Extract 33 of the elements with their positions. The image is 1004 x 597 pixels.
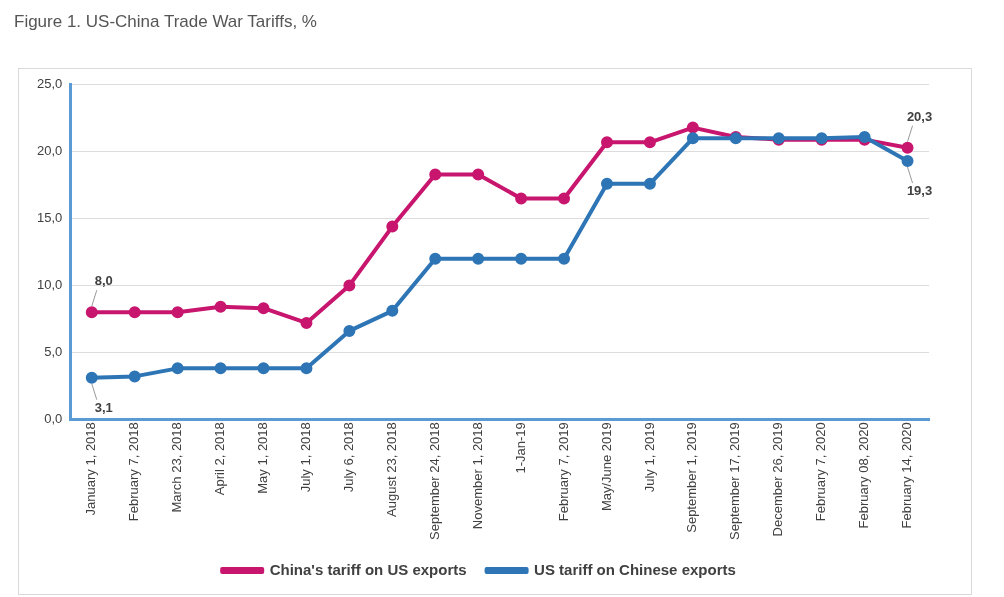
- x-tick-label: February 7, 2020: [813, 422, 829, 522]
- x-tick-label: July 6, 2018: [340, 422, 356, 493]
- data-label: 8,0: [94, 273, 113, 289]
- x-tick-label: July 1, 2019: [641, 422, 657, 493]
- x-tick-label: January 1, 2018: [83, 422, 99, 516]
- data-label: 20,3: [906, 108, 933, 124]
- x-tick-label: September 24, 2018: [426, 422, 442, 541]
- x-tick-label: May/June 2019: [598, 422, 614, 512]
- x-tick-label: February 14, 2020: [899, 422, 915, 529]
- x-tick-label: July 1, 2018: [298, 422, 314, 493]
- x-tick-label: September 1, 2019: [684, 422, 700, 533]
- chart-title: Figure 1. US-China Trade War Tariffs, %: [14, 12, 317, 32]
- y-tick-label: 10,0: [36, 277, 63, 293]
- legend-label: China's tariff on US exports: [269, 560, 467, 578]
- x-tick-label: August 23, 2018: [383, 422, 399, 517]
- x-tick-label: March 23, 2018: [169, 422, 185, 513]
- legend-label: US tariff on Chinese exports: [534, 560, 736, 578]
- y-tick-label: 0,0: [44, 410, 63, 426]
- data-label: 3,1: [94, 399, 113, 415]
- x-tick-label: February 7, 2018: [126, 422, 142, 522]
- data-label: 19,3: [906, 183, 933, 199]
- y-tick-label: 5,0: [44, 343, 63, 359]
- x-tick-label: April 2, 2018: [212, 422, 228, 496]
- x-tick-label: December 26, 2019: [770, 422, 786, 537]
- x-tick-label: November 1, 2018: [469, 422, 485, 530]
- x-tick-label: February 08, 2020: [856, 422, 872, 529]
- x-tick-label: February 7, 2019: [555, 422, 571, 522]
- x-tick-label: September 17, 2019: [727, 422, 743, 541]
- y-tick-label: 25,0: [36, 76, 63, 92]
- y-tick-label: 20,0: [36, 143, 63, 159]
- x-tick-label: May 1, 2018: [255, 422, 271, 494]
- y-tick-label: 15,0: [36, 210, 63, 226]
- x-tick-label: 1-Jan-19: [512, 422, 528, 474]
